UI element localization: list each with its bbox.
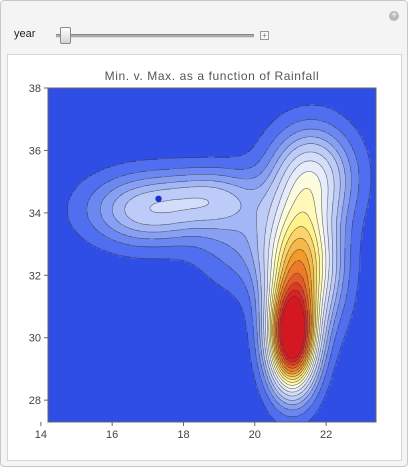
y-tick-label: 28	[29, 395, 41, 407]
x-tick-label: 18	[177, 429, 189, 441]
x-tick-label: 20	[249, 429, 261, 441]
y-tick-label: 32	[29, 270, 41, 282]
plus-icon[interactable]: +	[389, 11, 399, 21]
year-control: year +	[12, 24, 392, 46]
contour-plot: Min. v. Max. as a function of Rainfall 1…	[29, 69, 377, 441]
plus-icon[interactable]: +	[260, 31, 269, 40]
year-slider-thumb[interactable]	[59, 27, 71, 44]
contour-lines	[67, 104, 372, 422]
year-label: year	[14, 28, 36, 40]
plot-panel: Min. v. Max. as a function of Rainfall 1…	[7, 54, 402, 461]
data-point	[155, 195, 162, 203]
y-tick-label: 34	[29, 208, 41, 220]
x-tick-label: 16	[106, 429, 118, 441]
year-slider[interactable]	[56, 34, 254, 38]
y-tick-label: 30	[29, 333, 41, 345]
y-tick-label: 38	[29, 83, 41, 95]
x-tick-label: 22	[320, 429, 332, 441]
chart-title: Min. v. Max. as a function of Rainfall	[105, 69, 320, 83]
x-tick-label: 14	[35, 429, 47, 441]
contour-fill	[68, 104, 371, 422]
y-tick-label: 36	[29, 145, 41, 157]
